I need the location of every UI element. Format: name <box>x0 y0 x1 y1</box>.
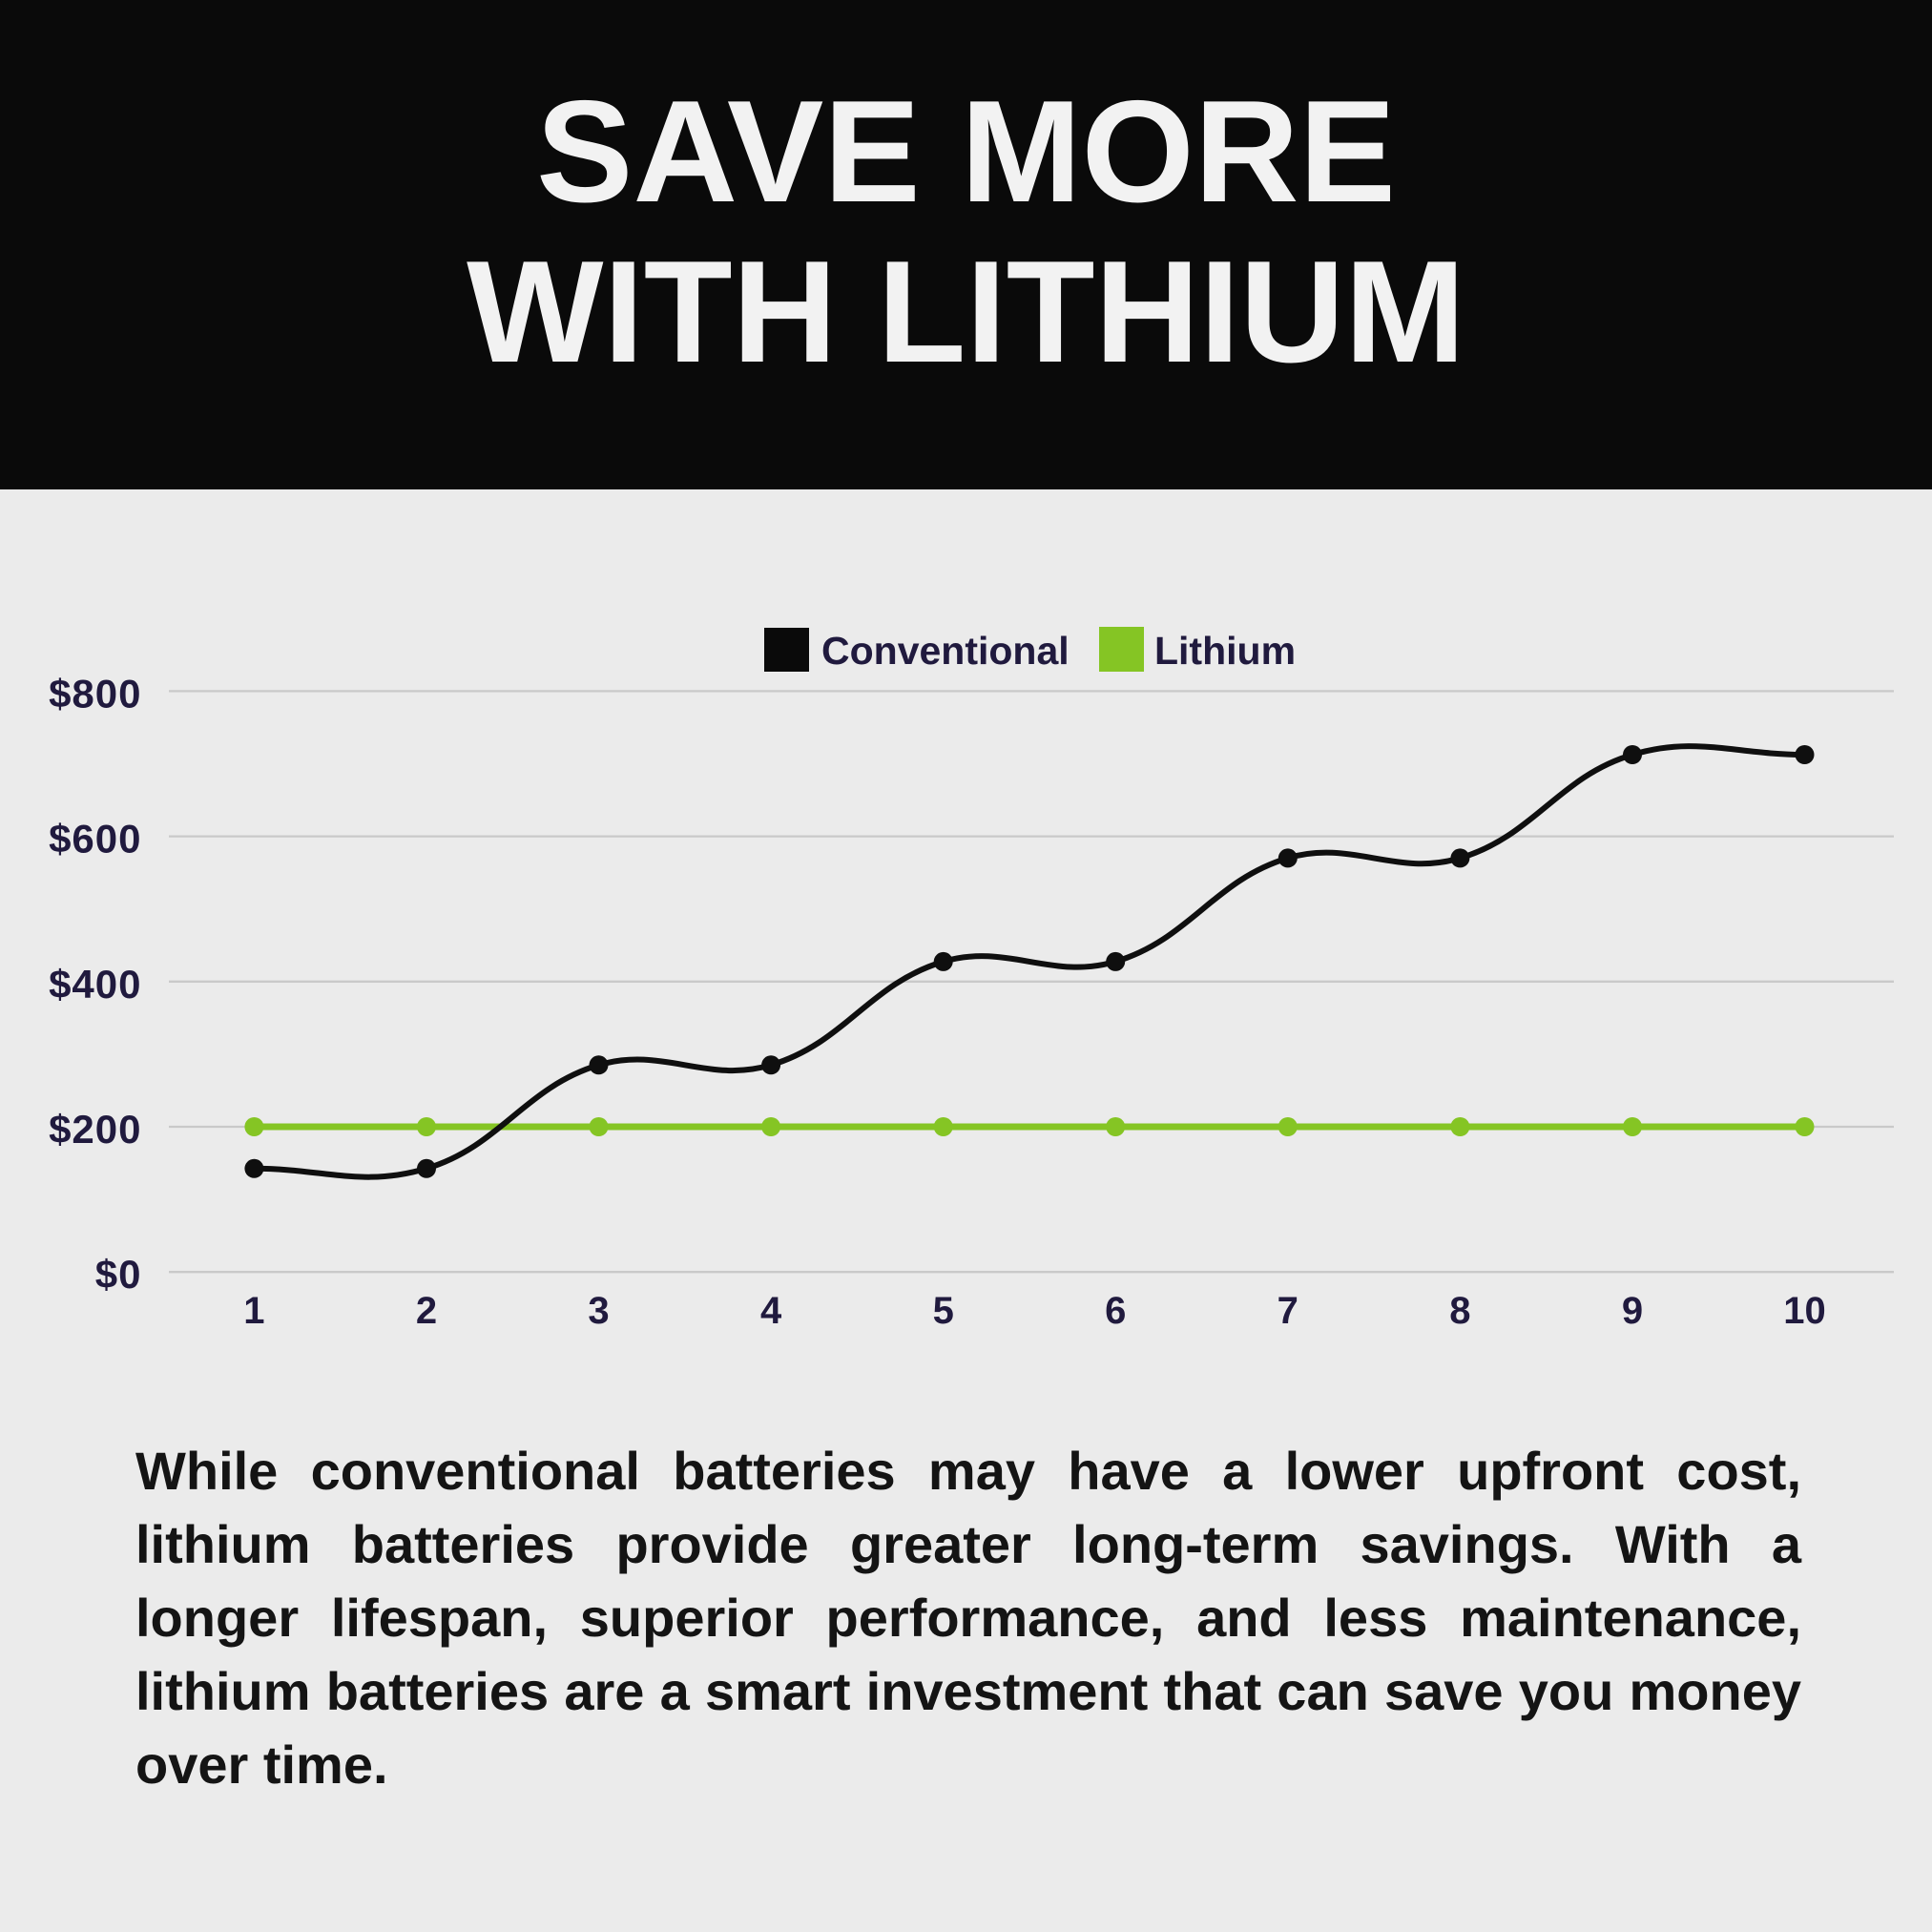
svg-text:8: 8 <box>1449 1290 1470 1332</box>
svg-text:1: 1 <box>243 1290 264 1332</box>
svg-text:$600: $600 <box>49 817 141 862</box>
svg-text:$800: $800 <box>49 671 141 716</box>
svg-text:6: 6 <box>1105 1290 1126 1332</box>
svg-text:5: 5 <box>933 1290 954 1332</box>
svg-text:$200: $200 <box>49 1107 141 1152</box>
svg-text:$400: $400 <box>49 962 141 1007</box>
svg-text:2: 2 <box>416 1290 437 1332</box>
svg-text:Lithium: Lithium <box>1154 629 1296 673</box>
svg-text:Conventional: Conventional <box>821 629 1070 673</box>
svg-text:7: 7 <box>1278 1290 1298 1332</box>
svg-text:4: 4 <box>760 1290 782 1332</box>
svg-text:10: 10 <box>1783 1290 1826 1332</box>
svg-text:9: 9 <box>1622 1290 1643 1332</box>
svg-text:3: 3 <box>588 1290 609 1332</box>
svg-text:$0: $0 <box>95 1252 142 1297</box>
